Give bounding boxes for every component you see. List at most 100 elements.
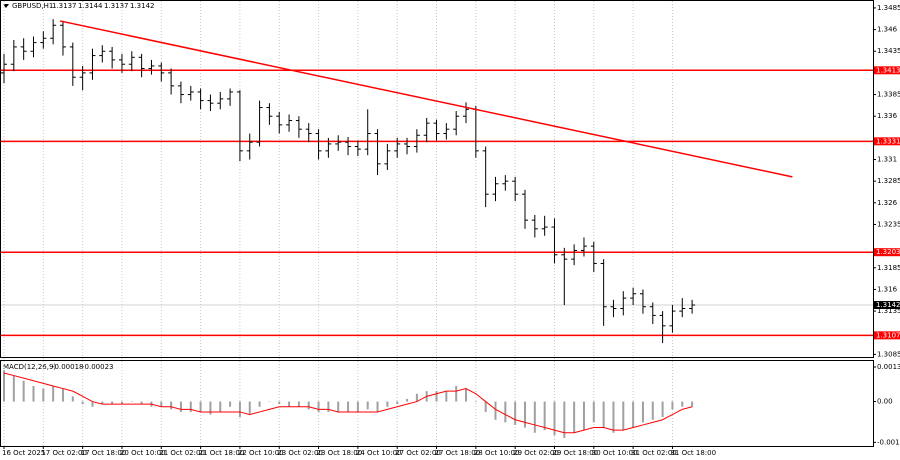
chart-title: GBPUSD,H1	[12, 2, 53, 10]
main-panel	[0, 0, 874, 358]
macd-histogram-bar	[376, 401, 379, 412]
header-value: 1.3137	[52, 2, 77, 10]
macd-histogram-bar	[514, 401, 517, 425]
y-tick-label: 1.3485	[877, 4, 900, 12]
y-tick-label: 1.3435	[877, 47, 900, 55]
y-tick-label: 1.331	[877, 156, 897, 164]
level-label: 1.3413	[876, 66, 900, 74]
macd-histogram-bar	[111, 401, 114, 405]
macd-histogram-bar	[12, 375, 15, 402]
level-label: 1.3203	[876, 248, 900, 256]
macd-histogram-bar	[258, 401, 261, 407]
x-tick-label: 28 Oct 10:00	[474, 449, 520, 457]
macd-histogram-bar	[671, 401, 674, 410]
x-tick-label: 30 Oct 10:00	[592, 449, 638, 457]
macd-histogram-bar	[474, 401, 477, 403]
macd-histogram-bar	[465, 388, 468, 402]
macd-histogram-bar	[592, 401, 595, 423]
macd-histogram-bar	[484, 401, 487, 412]
macd-histogram-bar	[268, 401, 271, 403]
x-tick-label: 27 Oct 02:00	[395, 449, 441, 457]
macd-histogram-bar	[523, 401, 526, 428]
macd-histogram-bar	[189, 401, 192, 412]
macd-histogram-bar	[140, 401, 143, 405]
y-tick-label: 1.326	[877, 199, 898, 207]
macd-histogram-bar	[307, 401, 310, 410]
y-tick-label: 1.316	[877, 285, 898, 293]
macd-histogram-bar	[563, 401, 566, 438]
macd-histogram-bar	[386, 401, 389, 407]
macd-histogram-bar	[91, 401, 94, 407]
macd-histogram-bar	[61, 388, 64, 402]
header-value: 1.3137	[104, 2, 129, 10]
macd-histogram-bar	[101, 401, 104, 405]
x-tick-label: 29 Oct 02:00	[513, 449, 559, 457]
macd-histogram-bar	[238, 401, 241, 418]
y-tick-label: 1.346	[877, 26, 898, 34]
macd-histogram-bar	[278, 401, 281, 405]
macd-histogram-bar	[3, 370, 5, 402]
macd-histogram-bar	[602, 401, 605, 428]
macd-header-value: -0.00018	[52, 363, 83, 371]
x-tick-label: 23 Oct 18:00	[317, 449, 363, 457]
macd-histogram-bar	[288, 401, 291, 407]
macd-histogram-bar	[533, 401, 536, 433]
macd-histogram-bar	[553, 401, 556, 436]
x-tick-label: 31 Oct 18:00	[670, 449, 716, 457]
x-tick-label: 16 Oct 2025	[2, 449, 45, 457]
macd-histogram-bar	[42, 388, 45, 402]
last-price-box	[874, 301, 900, 310]
macd-histogram-bar	[612, 401, 615, 433]
y-tick-label: 0.00133	[877, 363, 900, 371]
macd-histogram-bar	[120, 401, 123, 405]
macd-title: MACD(12,26,9)	[3, 363, 56, 371]
last-price-label: 1.3142	[876, 301, 900, 309]
x-tick-label: 22 Oct 10:00	[238, 449, 284, 457]
macd-histogram-bar	[229, 401, 232, 407]
x-tick-label: 17 Oct 18:00	[81, 449, 127, 457]
x-tick-label: 21 Oct 02:00	[159, 449, 205, 457]
macd-histogram-bar	[130, 401, 133, 403]
x-tick-label: 21 Oct 18:00	[199, 449, 245, 457]
macd-histogram-bar	[661, 401, 664, 418]
x-tick-label: 27 Oct 18:00	[435, 449, 481, 457]
level-label-box	[874, 66, 900, 75]
macd-histogram-bar	[52, 385, 55, 402]
macd-histogram-bar	[435, 391, 438, 402]
macd-histogram-bar	[219, 401, 222, 412]
macd-histogram-bar	[160, 401, 163, 407]
y-tick-label: 0.00	[877, 398, 893, 406]
macd-histogram-bar	[406, 398, 409, 402]
macd-histogram-bar	[455, 385, 458, 402]
macd-histogram-bar	[582, 401, 585, 431]
header-value: 1.3142	[130, 2, 155, 10]
macd-histogram-bar	[494, 401, 497, 420]
macd-histogram-bar	[641, 401, 644, 423]
macd-histogram-bar	[327, 401, 330, 412]
macd-histogram-bar	[445, 391, 448, 402]
macd-signal-line	[3, 372, 693, 434]
macd-histogram-bar	[622, 401, 625, 431]
macd-histogram-bar	[22, 380, 25, 402]
macd-histogram-bar	[415, 393, 418, 402]
y-tick-label: 1.3135	[877, 307, 900, 315]
y-tick-label: 1.336	[877, 112, 898, 120]
x-tick-label: 23 Oct 02:00	[277, 449, 323, 457]
level-label: 1.3107	[876, 331, 900, 339]
macd-histogram-bar	[297, 401, 300, 407]
macd-histogram-bar	[366, 401, 369, 410]
y-tick-label: 1.3235	[877, 220, 900, 228]
macd-histogram-bar	[504, 401, 507, 423]
y-tick-label: 1.3385	[877, 91, 900, 99]
macd-histogram-bar	[356, 401, 359, 412]
macd-histogram-bar	[681, 401, 684, 407]
macd-histogram-bar	[179, 401, 182, 412]
level-label-box	[874, 331, 900, 340]
macd-histogram-bar	[347, 401, 350, 412]
macd-histogram-bar	[396, 401, 399, 405]
macd-histogram-bar	[651, 401, 654, 420]
macd-histogram-bar	[543, 401, 546, 431]
macd-histogram-bar	[170, 401, 173, 410]
header-value: 1.3144	[78, 2, 103, 10]
